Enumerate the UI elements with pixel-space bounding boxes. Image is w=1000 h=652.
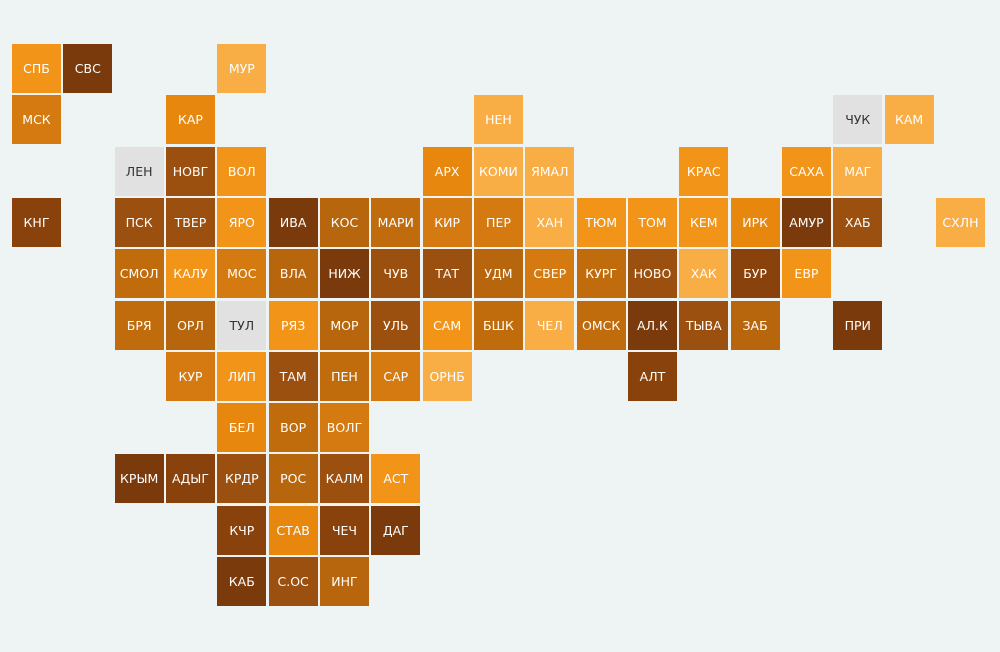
region-tile: КРЫМ: [114, 454, 164, 504]
region-tile: ОРНБ: [422, 351, 472, 401]
region-tile: ТЮМ: [576, 197, 626, 247]
region-tile: ВОЛ: [217, 146, 267, 196]
region-tile: ЗАБ: [730, 300, 780, 350]
region-tile: КНГ: [12, 197, 61, 247]
region-tile: АРХ: [422, 146, 472, 196]
region-tile: ЛИП: [217, 351, 267, 401]
region-tile: БУР: [730, 249, 780, 299]
region-tile: БШК: [473, 300, 523, 350]
region-tile: ПЕР: [473, 197, 523, 247]
region-tile: ЛЕН: [114, 146, 164, 196]
region-tile: НЕН: [473, 95, 523, 145]
region-tile: МАГ: [833, 146, 883, 196]
region-tile: ПРИ: [833, 300, 883, 350]
region-tile: С.ОС: [268, 557, 318, 606]
region-tile: УДМ: [473, 249, 523, 299]
region-tile: СМОЛ: [114, 249, 164, 299]
region-tile: ЯРО: [217, 197, 267, 247]
region-tile: НИЖ: [319, 249, 369, 299]
region-tile: КЕМ: [679, 197, 729, 247]
region-tile: ТАТ: [422, 249, 472, 299]
region-tile: КИР: [422, 197, 472, 247]
region-tile: СПБ: [12, 44, 61, 93]
region-tile: АЛ.К: [627, 300, 677, 350]
region-tile: ТОМ: [627, 197, 677, 247]
region-tile: АЛТ: [627, 351, 677, 401]
region-tile: БЕЛ: [217, 403, 267, 453]
region-tile: УЛЬ: [371, 300, 421, 350]
region-tile: КАР: [165, 95, 215, 145]
region-tile: НОВГ: [165, 146, 215, 196]
region-tile: ЧУВ: [371, 249, 421, 299]
region-tile: МУР: [217, 44, 267, 93]
region-tile: СТАВ: [268, 505, 318, 555]
region-tile: САР: [371, 351, 421, 401]
region-tile: КАЛУ: [165, 249, 215, 299]
region-tile: ЧЕЛ: [525, 300, 575, 350]
region-tile: ВОЛГ: [319, 403, 369, 453]
region-tile: ВЛА: [268, 249, 318, 299]
region-tile: КАМ: [884, 95, 934, 145]
region-tile: БРЯ: [114, 300, 164, 350]
region-tile: ЧЕЧ: [319, 505, 369, 555]
region-tile: ТУЛ: [217, 300, 267, 350]
region-tile: ХАН: [525, 197, 575, 247]
region-tile: ИРК: [730, 197, 780, 247]
region-tile: ХАК: [679, 249, 729, 299]
region-tile: КАБ: [217, 557, 267, 606]
region-tile: ПЕН: [319, 351, 369, 401]
region-tile: АДЫГ: [165, 454, 215, 504]
region-tile: ТЫВА: [679, 300, 729, 350]
region-tile: МОС: [217, 249, 267, 299]
region-tile: СХЛН: [935, 197, 985, 247]
region-tile: КУР: [165, 351, 215, 401]
region-tile: РОС: [268, 454, 318, 504]
region-tile: КАЛМ: [319, 454, 369, 504]
region-tile: МСК: [12, 95, 61, 145]
region-tile: КУРГ: [576, 249, 626, 299]
region-tile: АМУР: [781, 197, 831, 247]
region-tile: КОМИ: [473, 146, 523, 196]
region-tile: ИНГ: [319, 557, 369, 606]
region-tile: КРАС: [679, 146, 729, 196]
region-tile: ПСК: [114, 197, 164, 247]
region-tile: САМ: [422, 300, 472, 350]
region-tile: СВС: [63, 44, 113, 93]
region-tile: ОРЛ: [165, 300, 215, 350]
region-tile: ТАМ: [268, 351, 318, 401]
region-tile: ИВА: [268, 197, 318, 247]
region-tile: ЕВР: [781, 249, 831, 299]
region-tile: МОР: [319, 300, 369, 350]
region-tile: ХАБ: [833, 197, 883, 247]
region-tile: АСТ: [371, 454, 421, 504]
region-tile: САХА: [781, 146, 831, 196]
region-tile: ТВЕР: [165, 197, 215, 247]
region-tile: НОВО: [627, 249, 677, 299]
region-tile: КОС: [319, 197, 369, 247]
region-tile: ВОР: [268, 403, 318, 453]
region-tile: ОМСК: [576, 300, 626, 350]
region-tile: ДАГ: [371, 505, 421, 555]
region-tile: МАРИ: [371, 197, 421, 247]
region-tile: ЯМАЛ: [525, 146, 575, 196]
region-tile: КЧР: [217, 505, 267, 555]
region-tile: РЯЗ: [268, 300, 318, 350]
region-tile: СВЕР: [525, 249, 575, 299]
region-tile: ЧУК: [833, 95, 883, 145]
region-tile: КРДР: [217, 454, 267, 504]
